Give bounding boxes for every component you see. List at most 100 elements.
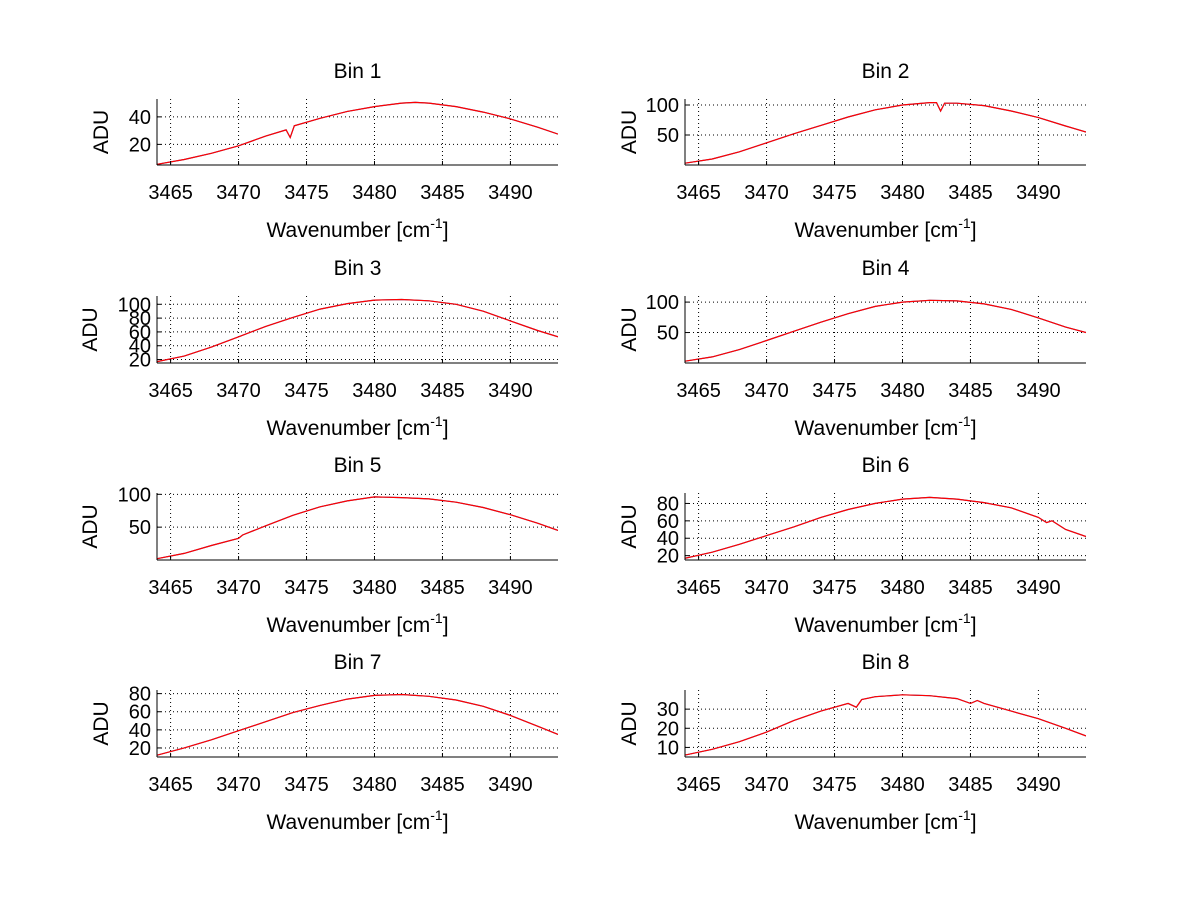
x-axis-label-superscript: -1 — [430, 413, 443, 429]
series-line-1 — [685, 299, 1086, 362]
x-axis-label: Wavenumber [cm-1] — [266, 215, 448, 242]
y-tick-label: 80 — [129, 308, 151, 330]
x-tick-label: 3480 — [352, 380, 397, 402]
x-tick-label: 3485 — [420, 774, 465, 796]
x-tick-label: 3485 — [420, 577, 465, 599]
y-tick-label: 50 — [657, 125, 679, 147]
x-tick-label: 3480 — [880, 182, 925, 204]
x-tick-label: 3470 — [216, 182, 261, 204]
x-tick-label: 3470 — [744, 577, 789, 599]
y-tick-label: 20 — [129, 134, 151, 156]
subplot-3: Bin 3 3465 3470 3475 3480 3485 3490 20406080100… — [79, 257, 558, 440]
y-axis-label: ADU — [90, 110, 113, 154]
x-tick-label: 3470 — [744, 774, 789, 796]
x-tick-label: 3465 — [676, 577, 721, 599]
y-tick-label: 100 — [646, 95, 679, 117]
x-tick-label: 3485 — [948, 182, 993, 204]
x-axis-label-superscript: -1 — [958, 807, 971, 823]
y-tick-label: 40 — [129, 720, 151, 742]
y-tick-label: 20 — [129, 738, 151, 760]
x-tick-label: 3465 — [148, 577, 193, 599]
x-tick-label: 3490 — [1016, 774, 1061, 796]
x-axis-label: Wavenumber [cm-1] — [794, 610, 976, 637]
x-axis-label: Wavenumber [cm-1] — [266, 807, 448, 834]
y-tick-label: 60 — [129, 702, 151, 724]
subplot-1: Bin 1 3465 3470 3475 3480 3485 3490 20 40 Wavenum… — [90, 60, 558, 242]
y-tick-label: 20 — [657, 546, 679, 568]
x-tick-label: 3485 — [420, 380, 465, 402]
x-axis-label-main: Wavenumber [cm — [794, 614, 958, 637]
subplot-title: Bin 2 — [862, 60, 910, 83]
subplot-title: Bin 7 — [334, 651, 382, 674]
subplot-title: Bin 1 — [334, 60, 382, 83]
x-tick-label: 3475 — [284, 380, 329, 402]
series-line-2 — [157, 101, 558, 165]
series-line-1 — [157, 496, 558, 560]
x-axis-label-superscript: -1 — [958, 610, 971, 626]
x-tick-label: 3480 — [352, 182, 397, 204]
x-axis-label-end: ] — [443, 811, 449, 834]
x-axis-label-main: Wavenumber [cm — [266, 219, 430, 242]
y-tick-label: 100 — [118, 294, 151, 316]
subplot-title: Bin 5 — [334, 454, 382, 477]
x-tick-label: 3485 — [948, 577, 993, 599]
y-axis-label: ADU — [618, 701, 641, 745]
x-tick-label: 3475 — [812, 182, 857, 204]
y-tick-label: 20 — [657, 718, 679, 740]
y-axis-label: ADU — [618, 110, 641, 154]
x-axis-label-main: Wavenumber [cm — [794, 417, 958, 440]
subplot-2: Bin 2 3465 3470 3475 3480 3485 3490 50 100 Wavenu… — [618, 60, 1086, 242]
subplot-title: Bin 8 — [862, 651, 910, 674]
series-line-1 — [157, 101, 558, 165]
x-tick-label: 3490 — [1016, 182, 1061, 204]
x-tick-label: 3475 — [284, 182, 329, 204]
x-axis-label-superscript: -1 — [430, 807, 443, 823]
series-line-2 — [685, 299, 1086, 362]
x-axis-label-end: ] — [443, 219, 449, 242]
series-line-2 — [157, 496, 558, 560]
x-tick-label: 3470 — [216, 774, 261, 796]
x-tick-label: 3490 — [488, 577, 533, 599]
x-axis-label: Wavenumber [cm-1] — [266, 413, 448, 440]
x-axis-label-end: ] — [971, 614, 977, 637]
x-tick-label: 3470 — [744, 182, 789, 204]
x-tick-label: 3480 — [352, 577, 397, 599]
y-tick-label: 80 — [129, 684, 151, 706]
series-line-2 — [157, 298, 558, 363]
x-tick-label: 3475 — [812, 774, 857, 796]
x-tick-label: 3470 — [216, 577, 261, 599]
x-tick-label: 3490 — [1016, 577, 1061, 599]
x-tick-label: 3485 — [420, 182, 465, 204]
y-axis-label: ADU — [618, 307, 641, 351]
y-tick-label: 40 — [129, 107, 151, 129]
x-axis-label-end: ] — [971, 417, 977, 440]
x-axis-label-main: Wavenumber [cm — [794, 811, 958, 834]
x-tick-label: 3485 — [948, 774, 993, 796]
y-tick-label: 50 — [129, 517, 151, 539]
x-axis-label-end: ] — [443, 614, 449, 637]
x-tick-label: 3480 — [880, 577, 925, 599]
series-line-1 — [157, 298, 558, 363]
series-line-1 — [685, 496, 1086, 559]
series-line-1 — [685, 694, 1086, 756]
x-tick-label: 3465 — [676, 774, 721, 796]
x-axis-label-end: ] — [971, 219, 977, 242]
y-axis-label: ADU — [618, 504, 641, 548]
subplot-5: Bin 5 3465 3470 3475 3480 3485 3490 50 100 Wavenu… — [79, 454, 558, 637]
y-tick-label: 20 — [129, 350, 151, 372]
y-axis-label: ADU — [90, 701, 113, 745]
y-tick-label: 40 — [657, 528, 679, 550]
x-tick-label: 3475 — [812, 577, 857, 599]
y-tick-label: 30 — [657, 699, 679, 721]
subplot-4: Bin 4 3465 3470 3475 3480 3485 3490 50 100 Wavenu… — [618, 257, 1086, 440]
x-tick-label: 3475 — [284, 774, 329, 796]
x-tick-label: 3465 — [676, 380, 721, 402]
x-axis-label-main: Wavenumber [cm — [266, 614, 430, 637]
y-axis-label: ADU — [79, 307, 102, 351]
x-axis-label: Wavenumber [cm-1] — [794, 807, 976, 834]
x-tick-label: 3490 — [488, 774, 533, 796]
